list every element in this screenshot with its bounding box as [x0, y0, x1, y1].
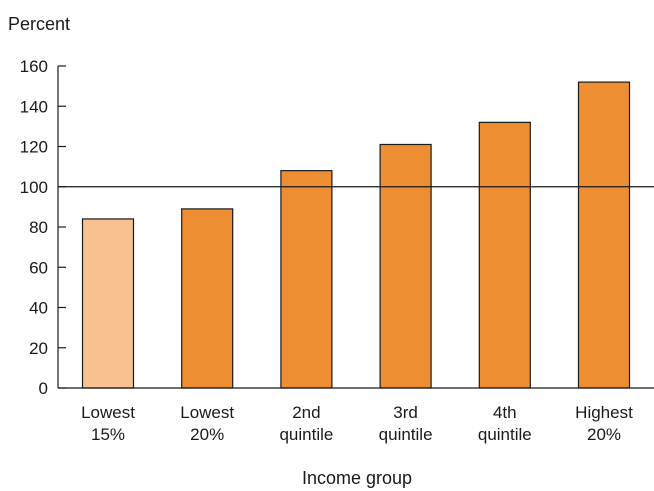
- y-tick-label: 0: [39, 379, 48, 398]
- x-tick-label-line: 20%: [587, 425, 621, 444]
- x-tick-label-line: Highest: [575, 403, 633, 422]
- x-tick-label: Lowest 20%: [180, 403, 234, 444]
- x-tick-label-line: Lowest: [81, 403, 135, 422]
- x-tick-label: Highest 20%: [575, 403, 633, 444]
- bar-0: [81, 218, 135, 389]
- bar-5: [577, 81, 631, 389]
- y-tick-label: 140: [20, 97, 48, 116]
- bars: [81, 81, 631, 389]
- y-tick-label: 100: [20, 178, 48, 197]
- bar-1: [181, 208, 234, 389]
- y-tick-label: 20: [29, 339, 48, 358]
- bar-2: [280, 170, 333, 389]
- x-tick-label-line: quintile: [379, 425, 433, 444]
- x-tick-label-line: 20%: [190, 425, 224, 444]
- x-tick-label-line: 4th: [493, 403, 517, 422]
- x-tick-label: Lowest 15%: [81, 403, 135, 444]
- x-tick-label-line: quintile: [478, 425, 532, 444]
- x-tick-label-line: 2nd: [292, 403, 320, 422]
- x-axis: Lowest 15% Lowest 20% 2nd quintile 3rd quintile…: [58, 387, 654, 444]
- y-tick-label: 120: [20, 138, 48, 157]
- x-axis-title: Income group: [302, 468, 412, 488]
- x-tick-label: 4th quintile: [478, 403, 532, 444]
- x-tick-label-line: Lowest: [180, 403, 234, 422]
- y-axis: 0 20 40 60 80 100 120 140 160: [20, 57, 66, 398]
- x-tick-label: 2nd quintile: [279, 403, 333, 444]
- y-tick-label: 160: [20, 57, 48, 76]
- bar-3: [379, 143, 432, 389]
- y-tick-label: 80: [29, 218, 48, 237]
- y-axis-title: Percent: [8, 14, 70, 34]
- x-tick-label-line: 15%: [91, 425, 125, 444]
- y-tick-label: 60: [29, 258, 48, 277]
- y-tick-label: 40: [29, 299, 48, 318]
- x-tick-label-line: 3rd: [393, 403, 418, 422]
- x-tick-label-line: quintile: [279, 425, 333, 444]
- x-tick-label: 3rd quintile: [379, 403, 433, 444]
- bar-4: [478, 121, 531, 389]
